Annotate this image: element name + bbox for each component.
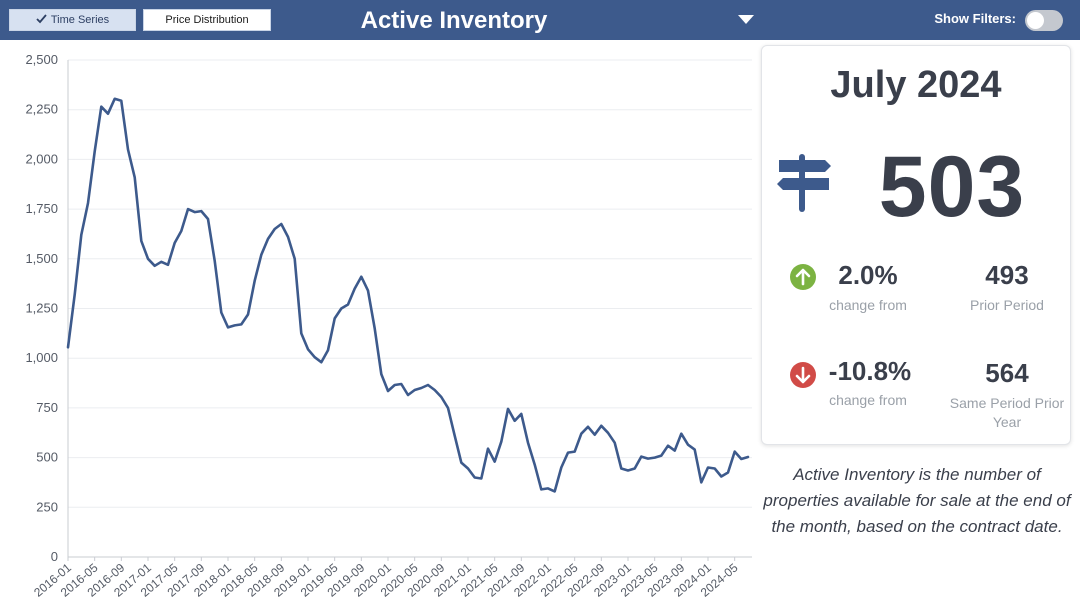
arrow-down-icon	[790, 362, 816, 388]
page-title: Active Inventory	[360, 7, 548, 34]
tab-time-series[interactable]: Time Series	[9, 9, 136, 31]
mom-change-pct: 2.0%	[838, 260, 898, 290]
tab-price-distribution-label: Price Distribution	[165, 14, 249, 26]
definition-footnote: Active Inventory is the number of proper…	[763, 465, 1071, 536]
yoy-change-pct: -10.8%	[828, 356, 912, 386]
y-tick-label: 500	[36, 450, 58, 465]
same-period-prior-year-value: 564	[985, 358, 1029, 388]
y-tick-label: 1,500	[25, 251, 58, 266]
mom-change-label: change from	[829, 297, 907, 313]
checkmark-icon	[36, 14, 47, 24]
show-filters-label: Show Filters:	[934, 11, 1016, 26]
inventory-line-chart: 0 250 500 750 1,000 1,250 1,500 1,750 2,000 2,250…	[25, 52, 752, 600]
arrow-up-icon	[790, 264, 816, 290]
y-tick-label: 250	[36, 499, 58, 514]
title-dropdown-caret-icon[interactable]	[738, 15, 754, 24]
y-tick-label: 0	[51, 549, 58, 564]
toggle-knob	[1027, 12, 1044, 29]
prior-period-value: 493	[985, 260, 1029, 290]
yoy-change-label: change from	[829, 392, 907, 408]
y-tick-label: 750	[36, 400, 58, 415]
current-value: 503	[878, 139, 1026, 235]
series-line-active-inventory	[66, 97, 750, 493]
y-tick-label: 2,250	[25, 102, 58, 117]
summary-month: July 2024	[830, 64, 1002, 106]
same-period-prior-year-label: Same Period Prior Year	[949, 395, 1065, 430]
y-tick-label: 1,750	[25, 201, 58, 216]
y-tick-label: 1,000	[25, 350, 58, 365]
tab-time-series-label: Time Series	[50, 14, 110, 26]
show-filters-toggle[interactable]	[1025, 10, 1063, 31]
y-tick-label: 2,000	[25, 151, 58, 166]
summary-card: July 2024 503 2.0% change from 493 Prior…	[761, 45, 1071, 445]
y-tick-label: 1,250	[25, 301, 58, 316]
signpost-icon	[777, 154, 831, 212]
prior-period-label: Prior Period	[970, 297, 1044, 313]
top-bar: Time Series Price Distribution Active In…	[0, 0, 1080, 40]
tab-price-distribution[interactable]: Price Distribution	[143, 9, 271, 31]
y-tick-label: 2,500	[25, 52, 58, 67]
